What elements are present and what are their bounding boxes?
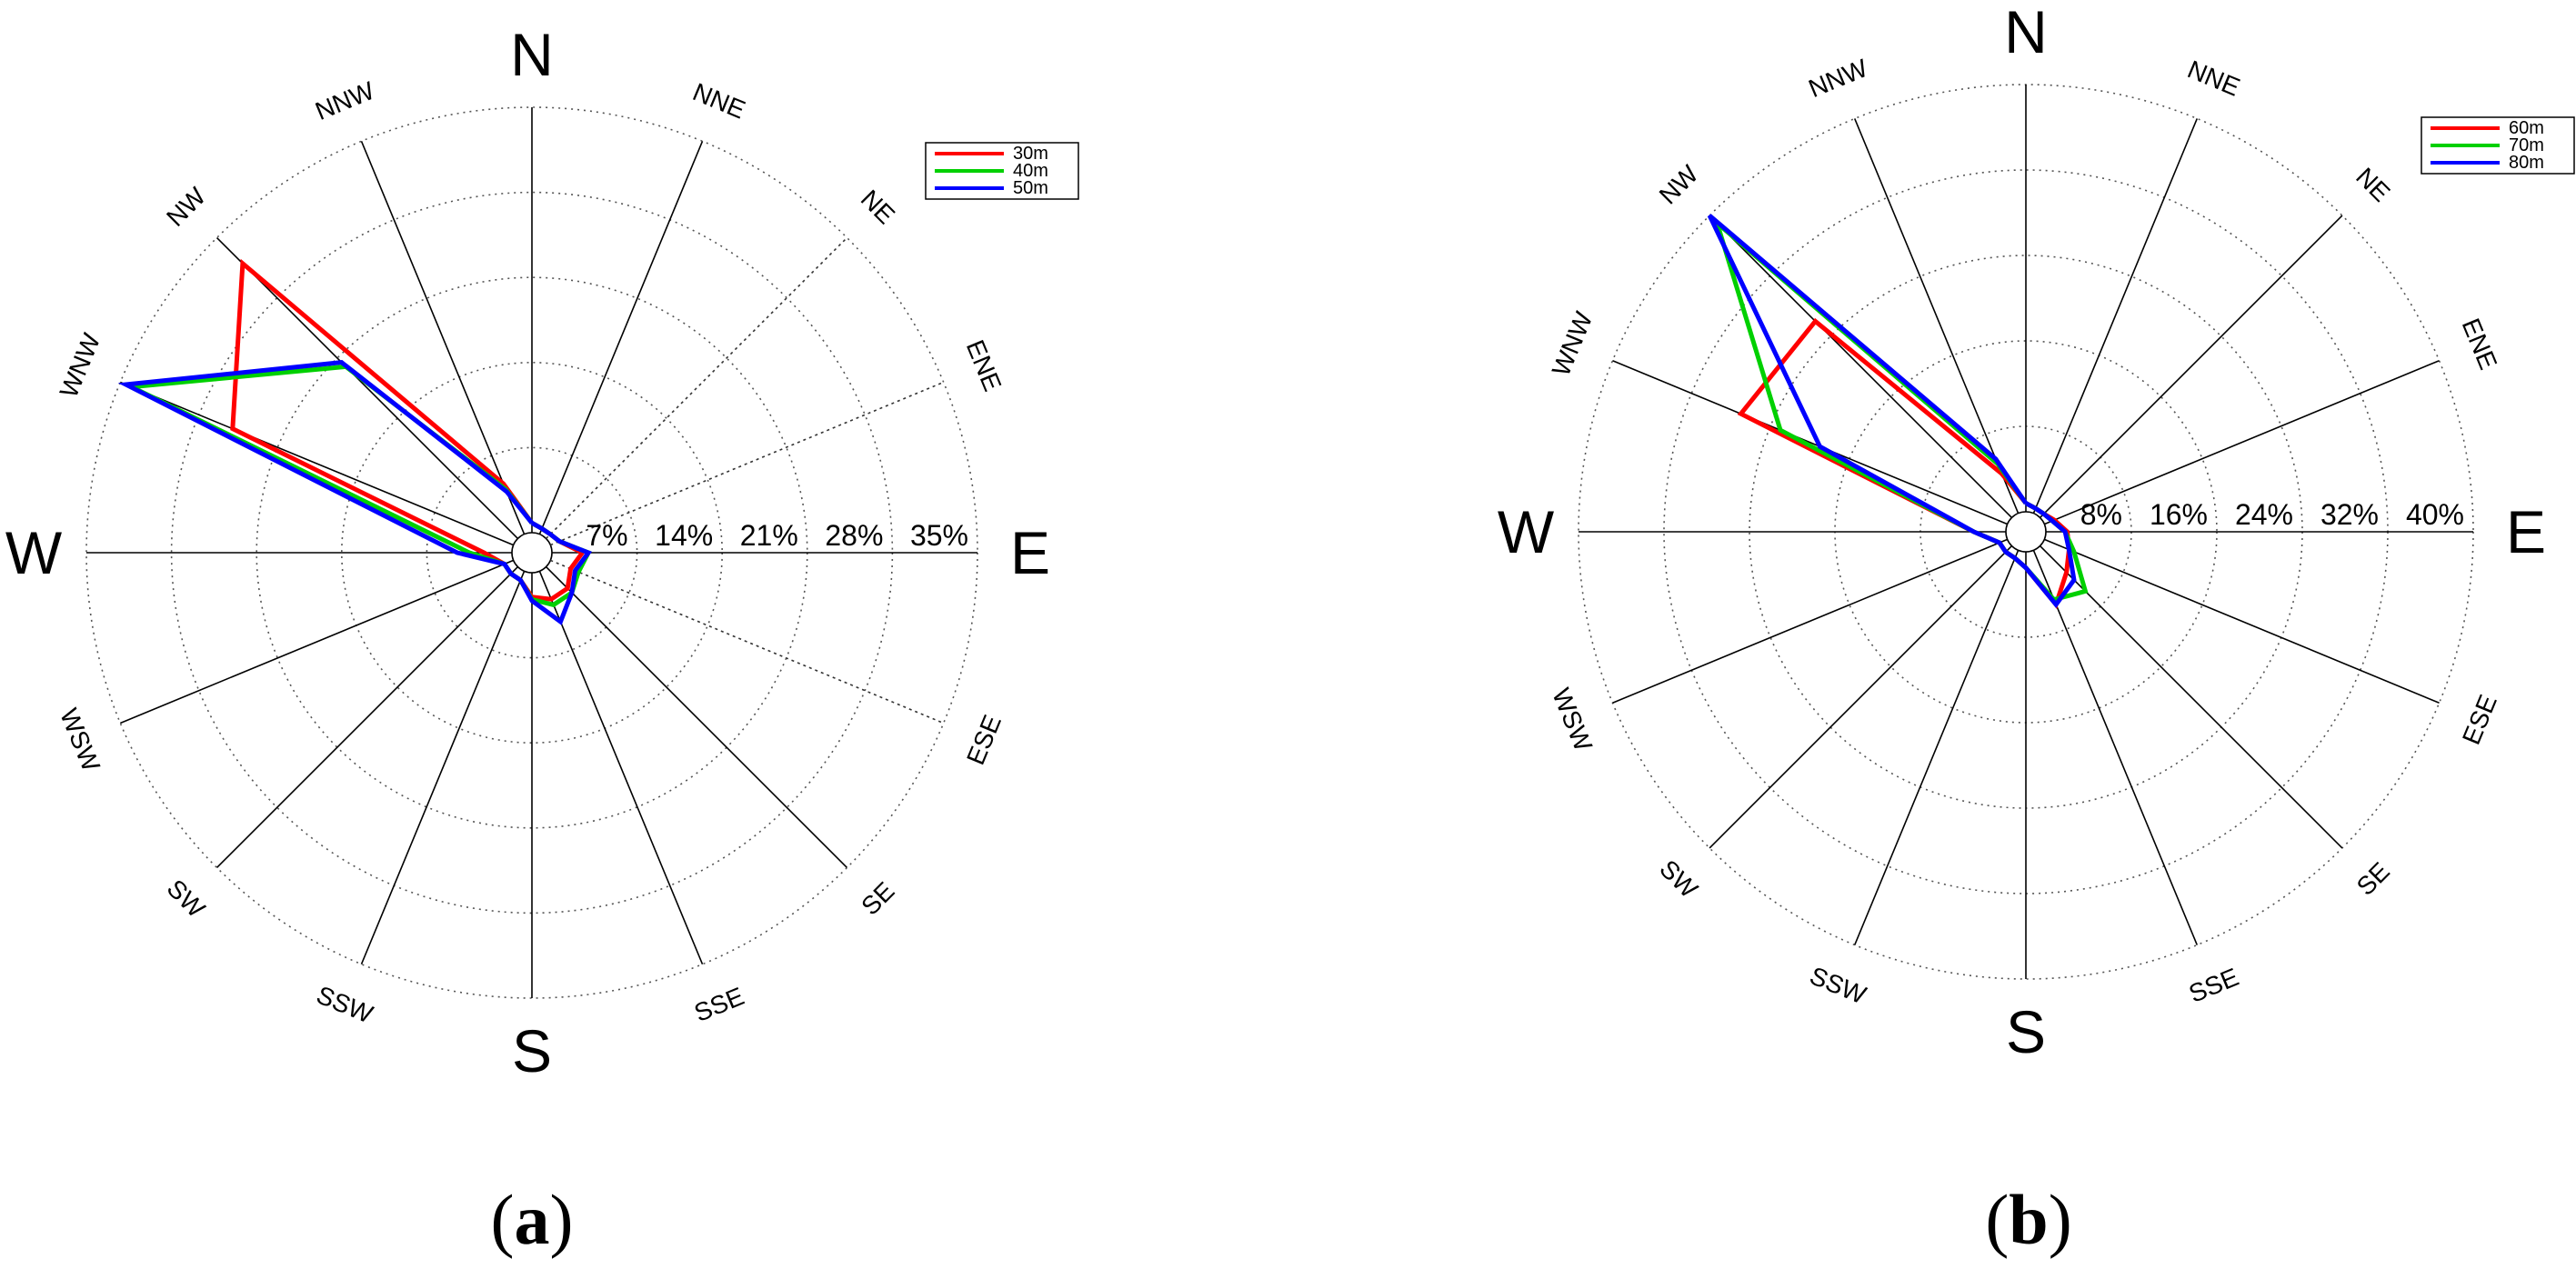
direction-label-sse: SSE [2185, 963, 2243, 1008]
spoke-sse [2032, 550, 2199, 945]
direction-label-wsw: WSW [55, 704, 105, 775]
panel-label-b: (b) [1985, 1180, 2071, 1259]
series-line-80m [1707, 214, 2077, 609]
wind-rose-b: N NNE NE ENE E ESE SE SSE S SSW SW WSW W WNW NW NNW 8% 16… [1498, 0, 2575, 1065]
direction-label-w: W [1498, 498, 1555, 565]
direction-label-e: E [1010, 519, 1050, 586]
direction-label-nnw: NNW [1805, 54, 1872, 103]
spoke-sw [1709, 545, 2013, 849]
ring-label-4: 28% [825, 519, 883, 552]
spoke-sw [216, 565, 519, 869]
inner-circle [2005, 511, 2047, 553]
direction-label-se: SE [2351, 857, 2395, 901]
direction-label-nw: NW [161, 182, 211, 232]
spoke-ese [2044, 538, 2440, 704]
ring-label-1: 8% [2080, 498, 2122, 531]
direction-label-n: N [2004, 0, 2048, 65]
direction-label-wnw: WNW [55, 329, 106, 402]
spoke-se [2039, 545, 2343, 849]
ring-label-3: 24% [2235, 498, 2293, 531]
direction-label-ssw: SSW [1806, 961, 1870, 1009]
spoke-se [545, 565, 848, 869]
direction-label-ene: ENE [2457, 315, 2503, 374]
direction-label-n: N [510, 21, 554, 88]
legend-label-30m: 30m [1013, 144, 1048, 164]
spoke-nne [2032, 118, 2199, 514]
direction-label-ene: ENE [961, 336, 1007, 395]
legend-label-60m: 60m [2509, 118, 2544, 138]
direction-label-s: S [512, 1017, 552, 1084]
ring-label-2: 14% [655, 519, 713, 552]
spoke-wsw [1612, 538, 2008, 704]
direction-label-nne: NNE [2183, 55, 2243, 101]
ring-label-3: 21% [740, 519, 798, 552]
legend-label-40m: 40m [1013, 161, 1048, 181]
direction-label-se: SE [856, 876, 899, 920]
spoke-wnw [119, 381, 514, 546]
spoke-ne [545, 236, 848, 540]
legend-label-70m: 70m [2509, 135, 2544, 155]
direction-label-w: W [5, 519, 63, 586]
spoke-ene [2044, 359, 2440, 525]
direction-label-sse: SSE [690, 982, 748, 1027]
spoke-nnw [1853, 118, 2020, 514]
spoke-nw [216, 236, 519, 540]
direction-label-ese: ESE [961, 711, 1007, 769]
direction-label-ssw: SSW [313, 981, 377, 1029]
legend-label-50m: 50m [1013, 178, 1048, 198]
direction-label-nnw: NNW [311, 76, 378, 125]
wind-rose-a: N NNE NE ENE E ESE SE SSE S SSW SW WSW W WNW NW NNW 7% 14… [5, 21, 1079, 1084]
spoke-ne [2039, 215, 2343, 519]
spoke-wsw [119, 559, 514, 724]
direction-label-nw: NW [1654, 159, 1704, 209]
inner-circle [511, 532, 553, 574]
series-line-70m [1712, 215, 2089, 603]
series-line-30m [230, 258, 586, 602]
ring-label-2: 16% [2150, 498, 2208, 531]
ring-label-4: 32% [2320, 498, 2379, 531]
direction-label-ne: NE [856, 185, 900, 229]
direction-label-ne: NE [2350, 162, 2395, 206]
legend-label-80m: 80m [2509, 153, 2544, 173]
spoke-ene [550, 381, 945, 546]
ring-label-1: 7% [586, 519, 627, 552]
direction-label-e: E [2506, 498, 2546, 565]
spoke-wnw [1612, 359, 2008, 525]
direction-label-ese: ESE [2457, 691, 2502, 749]
ring-label-5: 35% [910, 519, 968, 552]
direction-label-sw: SW [162, 874, 211, 924]
direction-label-sw: SW [1654, 854, 1703, 904]
direction-label-nne: NNE [689, 77, 749, 124]
spoke-nw [1709, 215, 2013, 519]
spoke-ssw [1853, 550, 2020, 945]
spoke-ese [550, 559, 945, 724]
panel-label-a: (a) [491, 1180, 574, 1259]
ring-label-5: 40% [2406, 498, 2464, 531]
spoke-sse [538, 571, 704, 965]
spoke-nne [538, 140, 704, 535]
direction-label-wnw: WNW [1547, 307, 1599, 380]
spoke-nnw [360, 140, 526, 535]
spoke-ssw [360, 571, 526, 965]
direction-label-s: S [2006, 998, 2046, 1065]
series-line-50m [117, 360, 593, 625]
direction-label-wsw: WSW [1547, 684, 1598, 755]
